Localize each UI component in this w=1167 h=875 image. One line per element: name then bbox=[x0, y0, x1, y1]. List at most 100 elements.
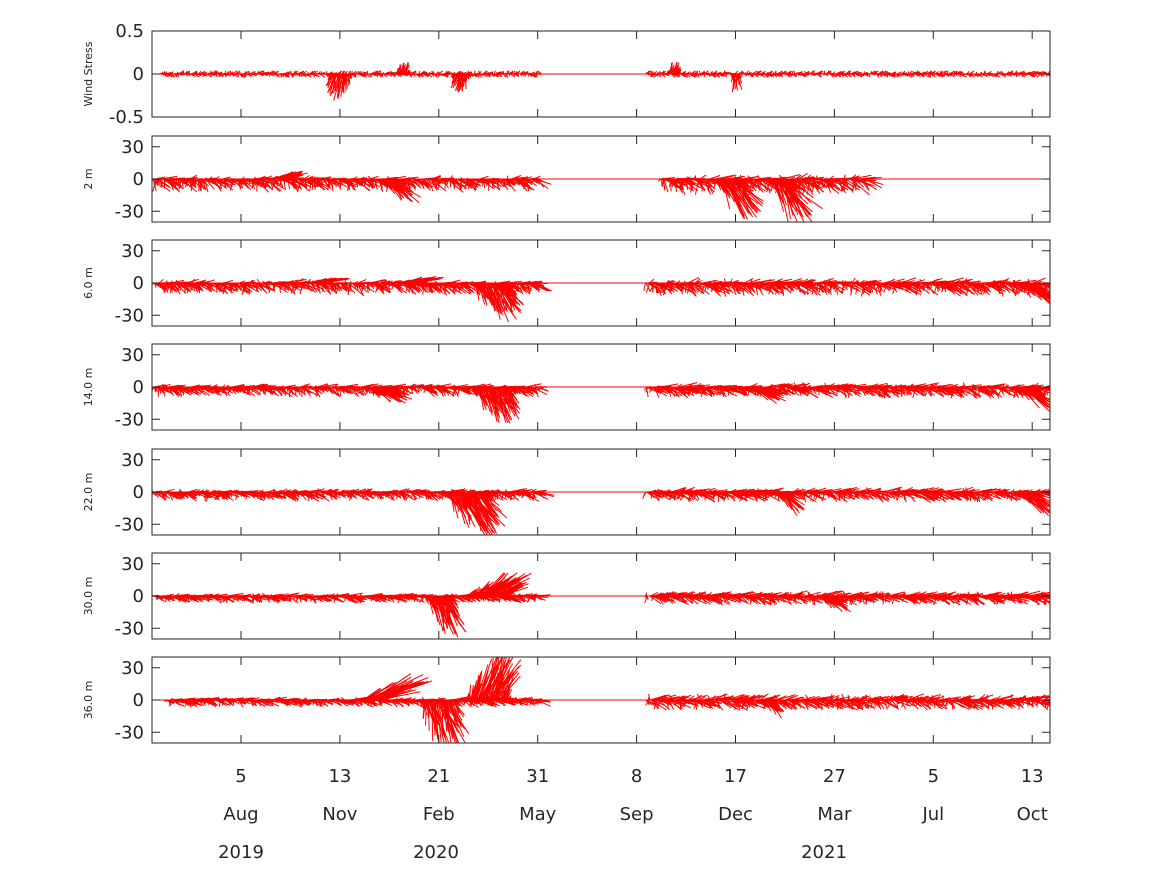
stick-vector bbox=[765, 71, 769, 75]
stick-vector bbox=[456, 73, 465, 85]
stick-vector bbox=[974, 282, 977, 285]
stick-vector bbox=[259, 73, 264, 77]
stick-vector bbox=[473, 178, 485, 185]
stick-vector bbox=[863, 178, 870, 191]
stick-vector bbox=[870, 71, 873, 75]
stick-vector bbox=[851, 277, 856, 284]
stick-vector bbox=[189, 174, 197, 180]
stick-vector bbox=[711, 72, 714, 75]
stick-vector bbox=[328, 73, 335, 85]
stick-vector bbox=[458, 282, 463, 284]
stick-vector bbox=[779, 71, 782, 75]
stick-vector bbox=[691, 73, 694, 76]
stick-vector bbox=[1002, 73, 1006, 78]
stick-vector bbox=[462, 282, 474, 293]
stick-vector bbox=[256, 278, 261, 284]
stick-vector bbox=[354, 178, 359, 188]
stick-vector bbox=[855, 178, 859, 187]
stick-vector bbox=[859, 178, 863, 183]
stick-vector bbox=[929, 72, 932, 75]
stick-vector bbox=[951, 281, 957, 284]
stick-vector bbox=[519, 73, 523, 76]
stick-vector bbox=[534, 282, 539, 289]
stick-vector bbox=[690, 73, 693, 77]
stick-vector bbox=[832, 282, 836, 290]
stick-vector bbox=[937, 282, 940, 288]
stick-vector bbox=[199, 72, 201, 75]
stick-vector bbox=[668, 178, 672, 188]
stick-vector bbox=[451, 73, 457, 84]
stick-vector bbox=[206, 282, 210, 286]
stick-vector bbox=[686, 178, 692, 184]
stick-vector bbox=[332, 73, 343, 94]
stick-vector bbox=[372, 178, 374, 188]
stick-vector bbox=[333, 282, 349, 293]
stick-vector bbox=[154, 282, 157, 288]
stick-vector bbox=[768, 177, 774, 180]
stick-vector bbox=[493, 70, 496, 75]
stick-vector bbox=[852, 178, 858, 182]
stick-vector bbox=[703, 178, 710, 192]
stick-vector bbox=[698, 70, 701, 75]
stick-vector bbox=[340, 282, 345, 290]
stick-vector bbox=[685, 282, 690, 286]
stick-vector bbox=[690, 178, 693, 193]
stick-vector bbox=[215, 176, 220, 180]
stick-vector bbox=[766, 73, 770, 78]
stick-vector bbox=[802, 278, 808, 284]
stick-vector bbox=[292, 178, 297, 187]
stick-vector bbox=[674, 67, 678, 75]
stick-vector bbox=[295, 71, 298, 75]
stick-vector bbox=[844, 73, 847, 76]
stick-vector bbox=[392, 73, 396, 78]
stick-vector bbox=[655, 282, 657, 293]
stick-vector bbox=[339, 178, 342, 188]
stick-vector bbox=[475, 178, 480, 182]
stick-vector bbox=[654, 70, 658, 75]
stick-vector bbox=[438, 178, 444, 185]
stick-vector bbox=[786, 178, 793, 204]
stick-vector bbox=[516, 73, 519, 76]
stick-vector bbox=[999, 282, 1004, 297]
stick-vector bbox=[518, 178, 521, 185]
stick-vector bbox=[844, 280, 848, 284]
stick-vector bbox=[645, 282, 650, 293]
stick-vector bbox=[709, 174, 721, 180]
stick-vector bbox=[960, 72, 963, 75]
stick-vector bbox=[712, 282, 718, 293]
stick-vector bbox=[510, 70, 514, 75]
stick-vector bbox=[902, 73, 905, 75]
stick-vector bbox=[857, 178, 862, 184]
stick-vector bbox=[740, 70, 743, 75]
stick-vector bbox=[744, 72, 747, 75]
stick-vector bbox=[965, 282, 970, 296]
stick-vector bbox=[842, 178, 848, 192]
stick-vectors bbox=[152, 170, 884, 222]
stick-vector bbox=[373, 178, 378, 188]
stick-vector bbox=[762, 178, 768, 190]
stick-vector bbox=[294, 278, 305, 284]
stick-vector bbox=[499, 282, 508, 311]
stick-vector bbox=[453, 178, 457, 185]
stick-vector bbox=[329, 178, 333, 183]
stick-vector bbox=[815, 175, 819, 180]
stick-vector bbox=[658, 178, 661, 182]
stick-vector bbox=[533, 178, 541, 185]
stick-vector bbox=[1027, 72, 1030, 75]
stick-vector bbox=[1038, 282, 1042, 285]
stick-vector bbox=[905, 73, 908, 76]
stick-vector bbox=[363, 178, 368, 187]
stick-vector bbox=[860, 282, 866, 287]
stick-vector bbox=[966, 70, 970, 75]
stick-vector bbox=[488, 71, 493, 75]
stick-vector bbox=[735, 280, 740, 284]
stick-vector bbox=[353, 176, 358, 180]
stick-vector bbox=[377, 178, 382, 184]
stick-vector bbox=[322, 282, 325, 292]
stick-vector bbox=[536, 282, 540, 290]
stick-vector bbox=[939, 70, 942, 75]
stick-vector bbox=[230, 71, 234, 75]
stick-vector bbox=[280, 282, 290, 292]
stick-vector bbox=[227, 71, 230, 75]
stick-vector bbox=[728, 178, 749, 220]
